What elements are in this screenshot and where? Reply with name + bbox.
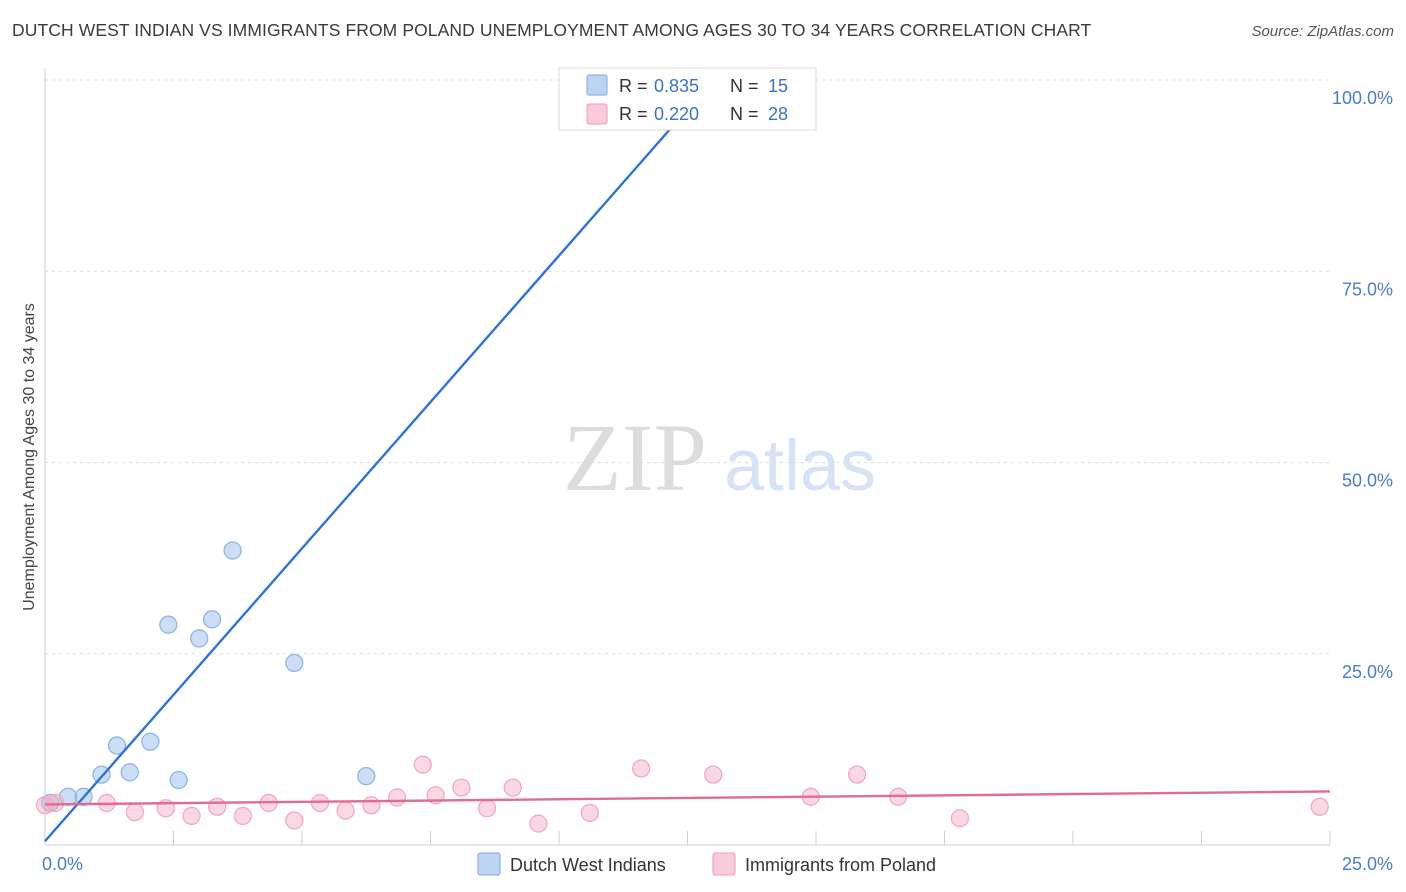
- point-immigrants-from-poland: [704, 765, 723, 784]
- point-dutch-west-indians: [202, 610, 222, 629]
- x-tick-label: 0.0%: [42, 854, 83, 874]
- legend-r-value-immigrants-from-poland: 0.220: [654, 104, 699, 124]
- y-tick-label: 75.0%: [1342, 279, 1393, 299]
- point-immigrants-from-poland: [477, 799, 497, 818]
- point-immigrants-from-poland: [387, 788, 407, 807]
- tick-labels: 25.0% 50.0% 75.0% 100.0% 0.0% 25.0%: [42, 88, 1393, 874]
- point-dutch-west-indians: [223, 541, 242, 560]
- legend-swatch-immigrants-from-poland: [586, 103, 608, 125]
- point-dutch-west-indians: [120, 763, 139, 782]
- y-tick-label: 25.0%: [1342, 662, 1393, 682]
- point-immigrants-from-poland: [632, 759, 651, 778]
- legend-n-label: N =: [730, 104, 759, 124]
- point-immigrants-from-poland: [362, 796, 381, 815]
- point-dutch-west-indians: [285, 653, 304, 673]
- bottom-legend-swatch-dutch-west-indians: [477, 852, 501, 876]
- x-tick-label: 25.0%: [1342, 854, 1393, 874]
- point-immigrants-from-poland: [452, 778, 471, 797]
- point-dutch-west-indians: [141, 732, 160, 751]
- bottom-legend-label-immigrants-from-poland: Immigrants from Poland: [745, 855, 936, 875]
- legend-r-value-dutch-west-indians: 0.835: [654, 76, 699, 96]
- legend: R = 0.835 N = 15 R = 0.220 N = 28: [558, 67, 817, 131]
- point-dutch-west-indians: [159, 615, 178, 634]
- legend-n-value-immigrants-from-poland: 28: [768, 104, 788, 124]
- point-immigrants-from-poland: [233, 806, 253, 826]
- y-tick-label: 50.0%: [1342, 471, 1393, 491]
- point-immigrants-from-poland: [285, 811, 304, 830]
- point-immigrants-from-poland: [125, 802, 145, 822]
- trend-lines: [44, 79, 1331, 842]
- point-dutch-west-indians: [107, 736, 127, 755]
- legend-r-label: R =: [619, 76, 648, 96]
- point-immigrants-from-poland: [503, 778, 522, 797]
- point-immigrants-from-poland: [336, 801, 355, 820]
- point-immigrants-from-poland: [950, 809, 970, 828]
- point-dutch-west-indians: [169, 770, 188, 790]
- watermark-atlas: atlas: [724, 426, 876, 506]
- point-immigrants-from-poland: [847, 765, 867, 784]
- bottom-legend-label-dutch-west-indians: Dutch West Indians: [510, 855, 666, 875]
- chart-source: Source: ZipAtlas.com: [1251, 23, 1394, 40]
- point-immigrants-from-poland: [182, 806, 201, 826]
- point-dutch-west-indians: [190, 629, 209, 648]
- gridlines: [45, 79, 1330, 655]
- legend-swatch-dutch-west-indians: [586, 74, 608, 96]
- point-immigrants-from-poland: [580, 803, 599, 823]
- legend-r-label: R =: [619, 104, 648, 124]
- watermark-zip: ZIP: [563, 404, 707, 511]
- y-axis-title: Unemployment Among Ages 30 to 34 years: [21, 303, 38, 611]
- point-dutch-west-indians: [357, 767, 376, 786]
- point-immigrants-from-poland: [208, 797, 227, 816]
- legend-n-label: N =: [730, 76, 759, 96]
- trend-line-immigrants-from-poland: [44, 790, 1331, 806]
- bottom-legend: Dutch West Indians Immigrants from Polan…: [477, 852, 936, 876]
- data-points: [35, 70, 1329, 833]
- bottom-legend-swatch-immigrants-from-poland: [712, 852, 736, 876]
- trend-line-dutch-west-indians: [44, 79, 715, 842]
- point-immigrants-from-poland: [1310, 797, 1329, 816]
- y-tick-label: 100.0%: [1332, 88, 1393, 108]
- point-immigrants-from-poland: [529, 814, 548, 833]
- chart-title: DUTCH WEST INDIAN VS IMMIGRANTS FROM POL…: [12, 20, 1092, 40]
- axes: [44, 68, 1331, 846]
- point-immigrants-from-poland: [413, 755, 432, 774]
- watermark: ZIP atlas: [563, 404, 876, 511]
- legend-n-value-dutch-west-indians: 15: [768, 76, 788, 96]
